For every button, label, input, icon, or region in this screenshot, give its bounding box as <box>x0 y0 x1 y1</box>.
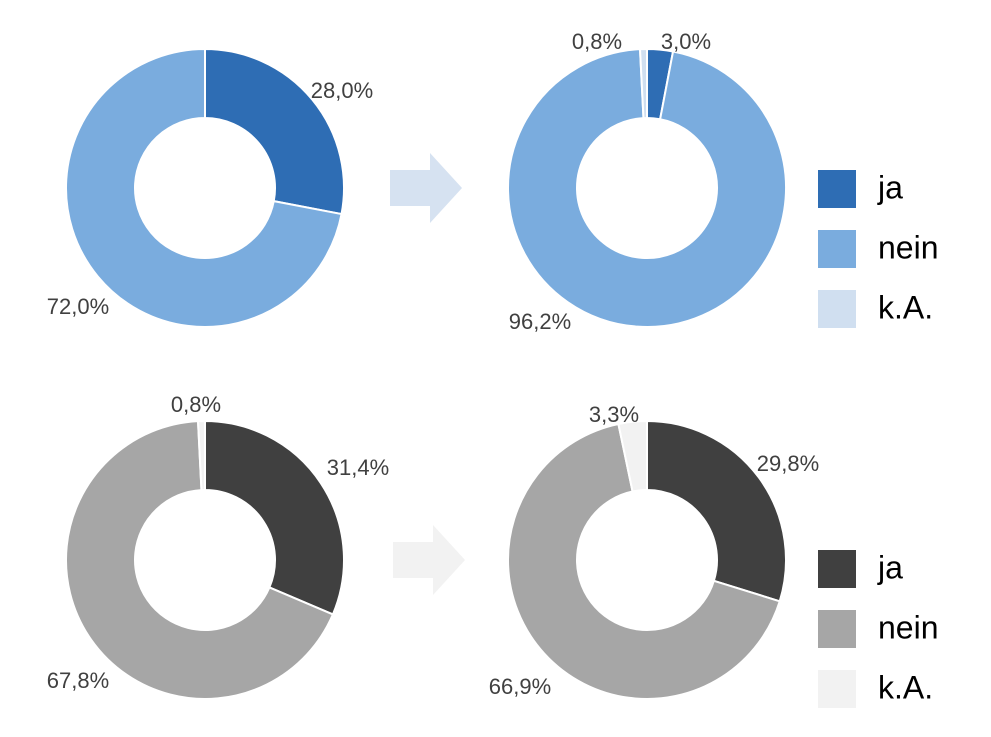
legend-swatch <box>818 230 856 268</box>
slice-value-label: 72,0% <box>47 294 109 319</box>
slice-value-label: 28,0% <box>311 78 373 103</box>
slice-value-label: 96,2% <box>509 309 571 334</box>
donut-chart-1: 28,0% 72,0% <box>47 48 373 328</box>
slice-ja <box>646 420 787 603</box>
slice-nein <box>507 422 781 700</box>
donut-chart-3: 31,4% 67,8% 0,8% <box>47 392 389 700</box>
legend: ja nein k.A. <box>818 169 939 328</box>
slice-value-label: 66,9% <box>489 674 551 699</box>
legend-label: ja <box>877 549 903 585</box>
slice-ja <box>204 420 345 616</box>
legend-label: nein <box>878 609 939 645</box>
arrow-gray <box>393 525 465 595</box>
legend: ja nein k.A. <box>818 549 939 708</box>
legend-label: nein <box>878 229 939 265</box>
arrow-blue <box>390 153 462 223</box>
slice-value-label: 3,3% <box>589 402 639 427</box>
slice-ja <box>204 48 345 216</box>
slice-ka <box>617 420 648 493</box>
legend-label: k.A. <box>878 669 933 705</box>
legend-swatch <box>818 290 856 328</box>
slice-value-label: 67,8% <box>47 668 109 693</box>
legend-label: ja <box>877 169 903 205</box>
slice-ka <box>639 48 648 120</box>
slice-nein <box>65 48 343 328</box>
slice-nein <box>65 420 334 700</box>
slice-value-label: 31,4% <box>327 455 389 480</box>
donut-chart-4: 29,8% 66,9% 3,3% ja nein k.A. <box>489 402 939 708</box>
legend-label: k.A. <box>878 289 933 325</box>
slice-value-label: 0,8% <box>171 392 221 417</box>
donut-chart-2: 3,0% 96,2% 0,8% ja nein k.A. <box>507 29 939 334</box>
legend-swatch <box>818 610 856 648</box>
slice-nein <box>507 48 787 328</box>
legend-swatch <box>818 550 856 588</box>
slice-value-label: 29,8% <box>757 451 819 476</box>
legend-swatch <box>818 670 856 708</box>
slice-value-label: 3,0% <box>661 29 711 54</box>
slice-ka <box>197 420 206 492</box>
legend-swatch <box>818 170 856 208</box>
slice-value-label: 0,8% <box>572 29 622 54</box>
